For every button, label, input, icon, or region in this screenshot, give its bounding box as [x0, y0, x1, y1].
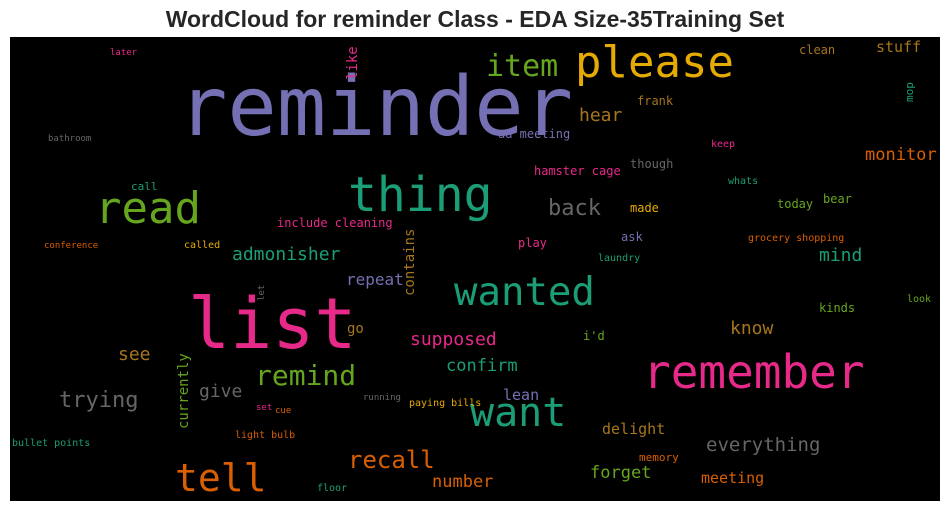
word-forget: forget: [590, 463, 652, 483]
word-admonisher: admonisher: [232, 244, 341, 265]
word-ask: ask: [621, 230, 643, 244]
word-though: though: [630, 157, 674, 171]
word-number: number: [432, 472, 494, 492]
word-bear: bear: [823, 192, 852, 206]
word-clean: clean: [799, 43, 836, 57]
word-read: read: [95, 183, 201, 234]
word-keep: keep: [711, 139, 736, 150]
word-remember: remember: [643, 345, 865, 399]
word-monitor: monitor: [865, 145, 937, 165]
word-called: called: [184, 240, 221, 251]
word-later: later: [110, 48, 138, 58]
word-want: want: [470, 390, 567, 436]
word-light-bulb: light bulb: [235, 430, 296, 441]
word-reminder: reminder: [178, 60, 573, 155]
word-mind: mind: [819, 245, 863, 266]
word-give: give: [199, 381, 243, 402]
word-contains: contains: [402, 229, 418, 297]
word-hamster-cage: hamster cage: [534, 164, 621, 178]
word-set: set: [256, 403, 273, 413]
word-thing: thing: [348, 167, 493, 223]
word-look: look: [907, 294, 932, 305]
word-laundry: laundry: [598, 253, 641, 264]
word-back: back: [548, 196, 601, 221]
word-cue: cue: [275, 406, 292, 416]
word-today: today: [777, 197, 814, 211]
word-know: know: [730, 318, 774, 339]
word-currently: currently: [176, 353, 192, 429]
word-confirm: confirm: [446, 356, 518, 376]
word-memory: memory: [639, 451, 679, 464]
word-list: list: [188, 283, 357, 365]
word-include-cleaning: include cleaning: [277, 216, 393, 230]
word-whats: whats: [728, 176, 759, 187]
word-grocery-shopping: grocery shopping: [748, 233, 845, 244]
word-recall: recall: [348, 446, 435, 474]
word-conference: conference: [44, 241, 99, 251]
word-aa-meeting: aa meeting: [498, 127, 571, 141]
word-paying-bills: paying bills: [409, 398, 482, 409]
word-delight: delight: [602, 420, 666, 438]
word-go: go: [347, 321, 364, 337]
word-cloud: reminder list please remember thing read wante…: [10, 37, 940, 501]
word-call: call: [131, 180, 158, 193]
word-meeting: meeting: [701, 469, 765, 487]
word-like: like: [345, 46, 361, 80]
word-play: play: [518, 236, 547, 250]
word-remind: remind: [255, 359, 357, 392]
word-supposed: supposed: [410, 329, 497, 350]
word-everything: everything: [706, 434, 821, 456]
word-kinds: kinds: [819, 301, 856, 315]
word-hear: hear: [579, 105, 623, 126]
word-stuff: stuff: [876, 38, 922, 56]
word-trying: trying: [59, 388, 139, 413]
word-made: made: [630, 201, 659, 215]
chart-title: WordCloud for reminder Class - EDA Size-…: [165, 6, 785, 32]
word-running: running: [363, 393, 401, 403]
word-i-d: i'd: [583, 329, 605, 343]
word-floor: floor: [317, 483, 348, 494]
word-lean: lean: [503, 386, 540, 404]
word-frank: frank: [637, 94, 674, 108]
word-let: let: [257, 285, 267, 302]
word-repeat: repeat: [346, 270, 404, 289]
word-see: see: [118, 344, 151, 365]
word-please: please: [575, 37, 734, 88]
word-wanted: wanted: [454, 270, 595, 315]
word-bathroom: bathroom: [48, 134, 92, 144]
word-tell: tell: [175, 456, 267, 500]
word-bullet-points: bullet points: [12, 438, 91, 449]
word-mop: mop: [903, 82, 916, 102]
word-item: item: [486, 49, 559, 84]
